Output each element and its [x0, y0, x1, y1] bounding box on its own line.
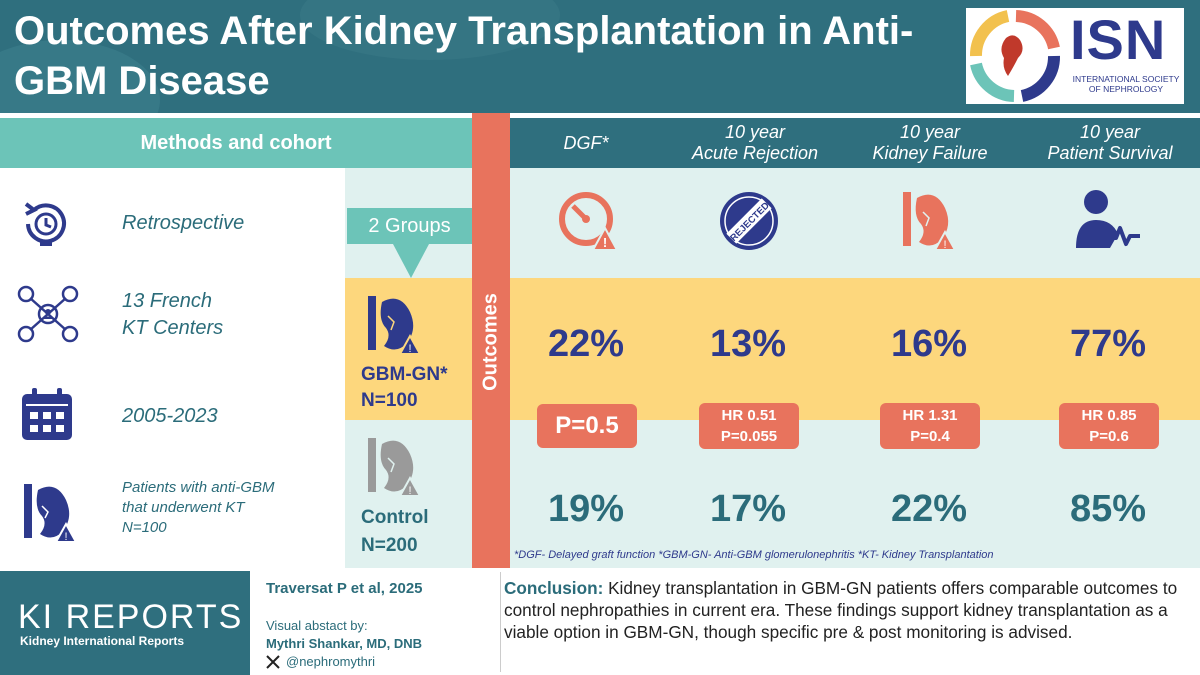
gauge-warning-icon: !: [559, 192, 619, 251]
method-patients: Patients with anti-GBM that underwent KT…: [122, 478, 275, 538]
groups-badge: 2 Groups: [347, 208, 472, 244]
journal-subtitle: Kidney International Reports: [20, 634, 185, 648]
gbm-survival-value: 77%: [1069, 323, 1147, 365]
methods-header-bar: [0, 118, 472, 168]
kidney-failure-icon: !: [903, 192, 957, 251]
kidney-warning-icon: !: [24, 484, 76, 543]
control-kidney-failure-value: 22%: [890, 488, 968, 530]
gbm-group-n: N=100: [361, 390, 418, 411]
column-header-line2: Kidney Failure: [872, 143, 988, 163]
column-header-dgf: DGF*: [500, 118, 672, 168]
rejection-stats-badge: HR 0.51 P=0.055: [699, 403, 799, 449]
conclusion-text: Kidney transplantation in GBM-GN patient…: [504, 578, 1178, 642]
method-retrospective: Retrospective: [122, 212, 245, 234]
globe-logo-icon: [970, 10, 1060, 102]
groups-arrow-icon: [393, 244, 429, 278]
methods-title: Methods and cohort: [140, 132, 332, 154]
history-clock-icon: [24, 202, 66, 246]
control-rejection-value: 17%: [709, 488, 787, 530]
control-dgf-value: 19%: [547, 488, 625, 530]
column-header-line1: 10 year: [1079, 122, 1141, 142]
column-header-line2: Patient Survival: [1047, 143, 1173, 163]
isn-logo-text: ISN: [1070, 8, 1167, 71]
control-group-name: Control: [361, 507, 429, 528]
kidney-failure-pvalue: P=0.4: [910, 428, 950, 445]
journal-logo-panel: [0, 571, 250, 675]
method-years: 2005-2023: [122, 405, 218, 427]
gbm-rejection-value: 13%: [709, 323, 787, 365]
gbm-group-name: GBM-GN*: [361, 364, 448, 385]
network-people-icon: [17, 285, 79, 343]
column-header-survival: 10 year Patient Survival: [1024, 118, 1196, 168]
calendar-icon: [22, 388, 72, 440]
svg-text:!: !: [943, 239, 946, 251]
kidney-failure-stats-badge: HR 1.31 P=0.4: [880, 403, 980, 449]
column-header-line2: Acute Rejection: [691, 143, 819, 163]
control-group-label: Control N=200: [361, 504, 429, 560]
conclusion-label: Conclusion:: [504, 578, 604, 598]
dgf-pvalue-badge: P=0.5: [537, 404, 637, 448]
gbm-kidney-icon: !: [368, 296, 422, 355]
column-header-kidney-failure: 10 year Kidney Failure: [844, 118, 1016, 168]
footnote: *DGF- Delayed graft function *GBM-GN- An…: [514, 549, 994, 561]
control-kidney-icon: !: [368, 438, 422, 497]
method-centers: 13 French KT Centers: [122, 288, 223, 342]
rejection-hr: HR 0.51: [721, 407, 777, 424]
author-name: Mythri Shankar, MD, DNB: [266, 636, 423, 651]
outcomes-icons-row: [510, 168, 1200, 278]
visual-abstract-label: Visual abstact by:: [266, 618, 368, 633]
gbm-group-label: GBM-GN* N=100: [361, 362, 448, 414]
gbm-dgf-value: 22%: [547, 323, 625, 365]
journal-logo-text: KI REPORTS: [18, 598, 244, 636]
method-patients-line1: Patients with anti-GBM: [122, 479, 275, 496]
svg-text:!: !: [64, 531, 67, 543]
outcomes-header-bar: [510, 118, 1200, 168]
gbm-kidney-failure-value: 16%: [890, 323, 968, 365]
control-group-n: N=200: [361, 535, 418, 556]
rejected-stamp-icon: REJECTED: [720, 192, 778, 250]
survival-hr: HR 0.85: [1081, 407, 1137, 424]
citation: Traversat P et al, 2025: [266, 580, 423, 597]
outcomes-divider: [472, 113, 510, 568]
svg-text:!: !: [408, 343, 411, 355]
conclusion: Conclusion: Kidney transplantation in GB…: [504, 577, 1194, 643]
x-twitter-icon[interactable]: [266, 655, 280, 669]
page-title: Outcomes After Kidney Transplantation in…: [14, 9, 914, 103]
method-centers-line1: 13 French: [122, 290, 213, 312]
column-header-line1: 10 year: [899, 122, 961, 142]
footer-divider: [500, 572, 501, 672]
twitter-handle[interactable]: @nephromythri: [286, 654, 376, 669]
isn-logo: [966, 8, 1184, 104]
survival-stats-badge: HR 0.85 P=0.6: [1059, 403, 1159, 449]
isn-logo-subtitle: INTERNATIONAL SOCIETY OF NEPHROLOGY: [1072, 74, 1180, 94]
gbm-results-row: [510, 278, 1200, 420]
method-patients-line2: that underwent KT: [122, 499, 245, 516]
column-header-line1: DGF*: [563, 132, 609, 153]
column-header-line1: 10 year: [724, 122, 786, 142]
method-centers-line2: KT Centers: [122, 317, 224, 339]
column-header-rejection: 10 year Acute Rejection: [669, 118, 841, 168]
svg-text:!: !: [603, 235, 607, 250]
survival-pvalue: P=0.6: [1089, 428, 1129, 445]
rejection-pvalue: P=0.055: [720, 428, 778, 445]
control-survival-value: 85%: [1069, 488, 1147, 530]
svg-text:!: !: [408, 485, 411, 497]
method-patients-line3: N=100: [122, 519, 167, 536]
kidney-failure-hr: HR 1.31: [902, 407, 958, 424]
patient-heartbeat-icon: [1076, 190, 1140, 248]
